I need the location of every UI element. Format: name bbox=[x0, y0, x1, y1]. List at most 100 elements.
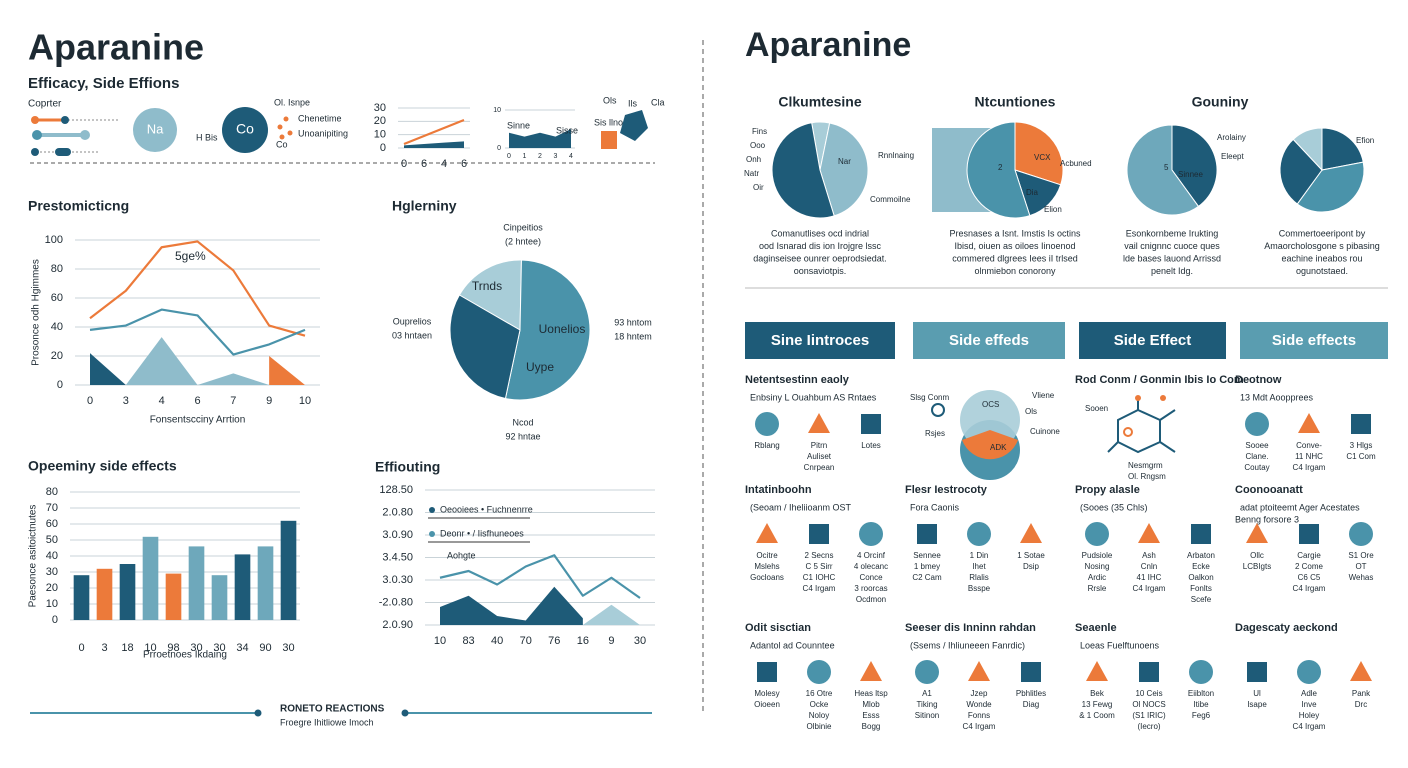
item-label: LCBIgts bbox=[1243, 562, 1271, 571]
item-label: (Iecro) bbox=[1137, 722, 1160, 731]
icon bbox=[1247, 662, 1267, 682]
caption: Comanutlises ocd indrial bbox=[771, 228, 869, 238]
item-label: Cnln bbox=[1141, 562, 1157, 571]
icon bbox=[1189, 660, 1213, 684]
item-label: 4 Orcinf bbox=[857, 551, 886, 560]
item-label: Auliset bbox=[807, 452, 832, 461]
item-label: Molesy bbox=[754, 689, 779, 698]
item-label: Conce bbox=[859, 573, 883, 582]
pie-note: (2 hntee) bbox=[505, 236, 541, 246]
item-label: 1 Din bbox=[970, 551, 989, 560]
item-label: Ollc bbox=[1250, 551, 1264, 560]
x-tick-label: 34 bbox=[236, 642, 248, 654]
graphic bbox=[962, 430, 1018, 460]
tab-label: Side Effect bbox=[1114, 332, 1192, 349]
graphic-label: Ols bbox=[1025, 407, 1037, 416]
item-label: C6 C5 bbox=[1298, 573, 1321, 582]
pie-note: 92 hntae bbox=[505, 431, 540, 441]
legend-title: Coprter bbox=[28, 99, 62, 110]
section-title: Dagescaty aeckond bbox=[1235, 622, 1338, 634]
area bbox=[582, 604, 640, 625]
pie-note: Fins bbox=[752, 127, 767, 136]
pie-slice bbox=[458, 259, 522, 331]
y-tick-label: 50 bbox=[46, 534, 58, 546]
footer-dot bbox=[401, 709, 409, 717]
item-label: 4 olecanc bbox=[854, 562, 888, 571]
pie-note: Sinnee bbox=[1178, 170, 1203, 179]
item-label: Ul bbox=[1253, 689, 1261, 698]
x-tick-label: 0 bbox=[507, 153, 511, 160]
subtitle: Efficacy, Side Effions bbox=[28, 75, 179, 92]
caption: Ibisd, oiuen as oiloes Iinoenod bbox=[954, 241, 1075, 251]
caption: Amaorcholosgone s pibasing bbox=[1264, 241, 1380, 251]
x-tick-label: 30 bbox=[213, 642, 225, 654]
item-label: A1 bbox=[922, 689, 932, 698]
dot-label: Co bbox=[276, 139, 288, 149]
pie-slice bbox=[1126, 124, 1200, 216]
bar bbox=[280, 520, 297, 620]
pie-note: Ooo bbox=[750, 141, 766, 150]
item-label: Drc bbox=[1355, 700, 1367, 709]
chart-title: Clkumtesine bbox=[778, 94, 861, 110]
title: Aparanine bbox=[745, 26, 911, 64]
pie-note: 03 hntaen bbox=[392, 330, 432, 340]
section-title: Rod Conm / Gonmin Ibis Io Com bbox=[1075, 374, 1244, 386]
section-title: Odit sisctian bbox=[745, 622, 811, 634]
y-tick-label: 20 bbox=[374, 115, 386, 127]
line bbox=[89, 240, 306, 337]
icon-label: Cla bbox=[651, 97, 665, 107]
dot-label: Unoanipiting bbox=[298, 128, 348, 138]
item-label: Lotes bbox=[861, 441, 881, 450]
pie-note: Efion bbox=[1356, 136, 1374, 145]
icon bbox=[1138, 523, 1160, 543]
badge-note: H Bis bbox=[196, 132, 218, 142]
bar bbox=[257, 546, 274, 620]
graphic-label: Ol. Rngsm bbox=[1128, 472, 1166, 481]
section-subtitle: Adantol ad Counntee bbox=[750, 640, 835, 650]
graphic-label: Slsg Conm bbox=[910, 393, 949, 402]
section-title: Coonooanatt bbox=[1235, 484, 1303, 496]
section-subtitle: adat ptoiteemt Ager Acestates bbox=[1240, 502, 1360, 512]
x-tick-label: 40 bbox=[491, 635, 503, 647]
x-tick-label: 3 bbox=[554, 153, 558, 160]
pie-note: 93 hntom bbox=[614, 317, 652, 327]
item-label: (S1 IRIC) bbox=[1132, 711, 1166, 720]
y-tick-label: 70 bbox=[46, 502, 58, 514]
item-label: Pank bbox=[1352, 689, 1371, 698]
pie-slice bbox=[966, 121, 1031, 219]
graphic-label: Sooen bbox=[1085, 404, 1108, 413]
item-label: Conve- bbox=[1296, 441, 1322, 450]
caption: Esonkornbeme Irukting bbox=[1126, 228, 1219, 238]
y-tick-label: 3.4.50 bbox=[382, 551, 413, 563]
badge bbox=[222, 107, 268, 153]
pie-note: Ouprelios bbox=[393, 316, 432, 326]
item-label: C4 Irgam bbox=[1293, 463, 1326, 472]
x-tick-label: 30 bbox=[190, 642, 202, 654]
pie-note: Nar bbox=[838, 157, 851, 166]
y-tick-label: 30 bbox=[46, 566, 58, 578]
section-subtitle: Loeas Fuelftunoens bbox=[1080, 640, 1160, 650]
line bbox=[439, 554, 641, 599]
item-label: 1 Sotae bbox=[1017, 551, 1045, 560]
y-tick-label: 10 bbox=[374, 129, 386, 141]
caption: olnmiebon conorony bbox=[974, 266, 1056, 276]
tab bbox=[1240, 322, 1388, 359]
bar bbox=[188, 546, 205, 620]
item-label: Esss bbox=[862, 711, 879, 720]
icon bbox=[1349, 522, 1373, 546]
footer-dot bbox=[254, 709, 262, 717]
section-title: Netentsestinn eaoly bbox=[745, 374, 850, 386]
pie-slice bbox=[1292, 127, 1323, 172]
icon bbox=[1297, 660, 1321, 684]
caption: eachine ineabos rou bbox=[1281, 253, 1362, 263]
icon bbox=[861, 414, 881, 434]
icon bbox=[755, 412, 779, 436]
icon bbox=[807, 660, 831, 684]
item-label: Oalkon bbox=[1188, 573, 1213, 582]
bar bbox=[211, 575, 228, 620]
item-label: Ecke bbox=[1192, 562, 1210, 571]
item-label: Adle bbox=[1301, 689, 1318, 698]
atom bbox=[1123, 427, 1133, 437]
legend-marker bbox=[429, 507, 435, 513]
item-label: 10 Ceis bbox=[1135, 689, 1162, 698]
